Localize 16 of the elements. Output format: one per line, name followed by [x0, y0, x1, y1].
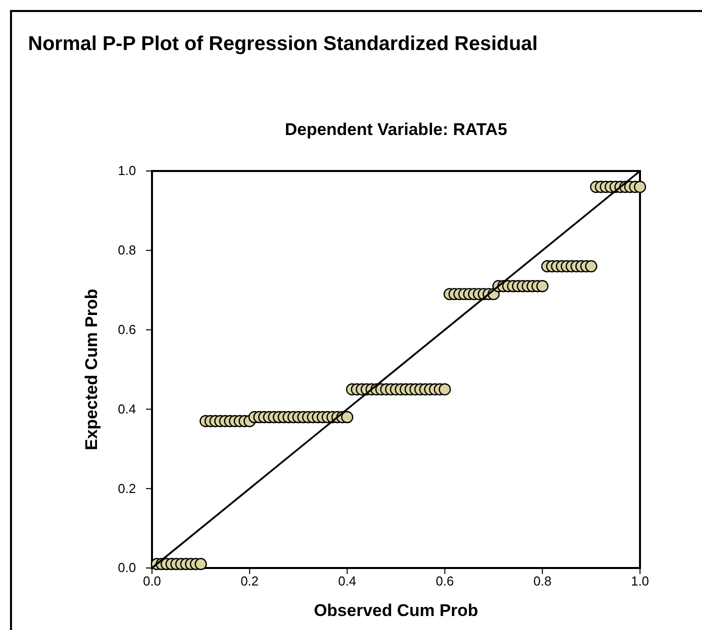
- x-tick-label: 0.8: [533, 573, 552, 588]
- y-tick-label: 1.0: [118, 163, 136, 178]
- chart-title: Normal P-P Plot of Regression Standardized Residual: [28, 33, 538, 55]
- chart-subtitle: Dependent Variable: RATA5: [284, 120, 508, 139]
- y-tick-label: 0.0: [118, 560, 136, 576]
- x-tick-label: 0.0: [142, 573, 162, 588]
- x-tick-label: 0.6: [436, 573, 454, 588]
- x-tick-label: 0.4: [338, 573, 356, 588]
- x-axis-title: Observed Cum Prob: [314, 601, 478, 620]
- y-tick-label: 0.2: [118, 480, 136, 496]
- x-tick-label: 0.2: [240, 573, 259, 588]
- y-tick-label: 0.6: [118, 322, 136, 337]
- y-tick-label: 0.8: [118, 242, 136, 258]
- x-tick-label: 1.0: [630, 573, 650, 588]
- y-tick-label: 0.4: [118, 401, 136, 416]
- y-axis-title: Expected Cum Prob: [82, 288, 101, 450]
